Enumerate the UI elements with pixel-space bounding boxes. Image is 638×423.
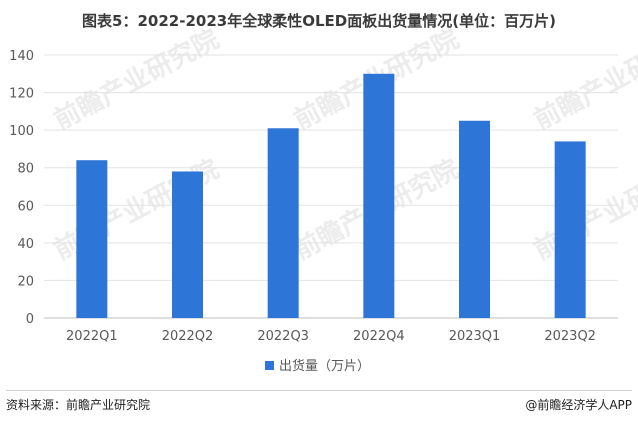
watermark-text: 前瞻产业研究院	[49, 23, 224, 136]
y-tick-label: 60	[17, 199, 34, 214]
y-tick-label: 20	[17, 274, 34, 289]
gridlines	[44, 54, 618, 319]
source-note: 资料来源：前瞻产业研究院	[6, 398, 151, 412]
bar-chart: 前瞻产业研究院前瞻产业研究院前瞻产业研究院前瞻产业研究院前瞻产业研究院前瞻产业研…	[9, 23, 638, 374]
y-tick-label: 80	[17, 162, 34, 177]
y-axis-ticks: 0 20 40 60 80 100 120 140	[9, 49, 34, 327]
y-tick-label: 120	[9, 87, 34, 102]
x-tick-label: 2023Q1	[449, 329, 501, 344]
watermark-layer: 前瞻产业研究院前瞻产业研究院前瞻产业研究院前瞻产业研究院前瞻产业研究院前瞻产业研…	[49, 23, 638, 266]
y-tick-label: 40	[17, 237, 34, 252]
footer-divider	[6, 390, 632, 391]
watermark-text: 前瞻产业研究院	[529, 23, 638, 136]
x-tick-label: 2023Q2	[544, 329, 596, 344]
x-tick-label: 2022Q1	[66, 329, 118, 344]
legend-label: 出货量（万片）	[279, 358, 370, 374]
x-tick-label: 2022Q4	[353, 329, 405, 344]
legend: 出货量（万片）	[265, 358, 370, 374]
y-tick-label: 140	[9, 49, 34, 64]
y-tick-label: 0	[26, 312, 34, 327]
bar	[459, 120, 490, 318]
x-tick-label: 2022Q3	[257, 329, 309, 344]
bar	[267, 128, 299, 318]
chart-title: 图表5：2022-2023年全球柔性OLED面板出货量情况(单位：百万片)	[82, 12, 556, 30]
bar	[554, 141, 586, 318]
x-tick-label: 2022Q2	[162, 329, 214, 344]
brand-credit: @前瞻经济学人APP	[525, 398, 632, 412]
x-axis-ticks: 2022Q1 2022Q2 2022Q3 2022Q4 2023Q1 2023Q2	[66, 329, 596, 344]
bar	[363, 73, 395, 319]
legend-swatch	[265, 361, 274, 370]
footer: 资料来源：前瞻产业研究院 @前瞻经济学人APP	[6, 396, 632, 414]
bars	[76, 73, 586, 319]
bar	[76, 160, 108, 318]
y-tick-label: 100	[9, 124, 34, 139]
bar	[172, 171, 203, 318]
